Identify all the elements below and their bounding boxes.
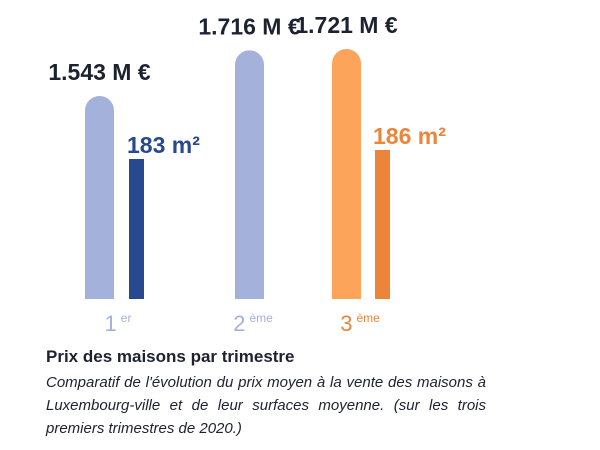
quarter-label-q3: 3 ème xyxy=(340,311,380,336)
area-bar-q3 xyxy=(375,150,390,299)
price-bar-q2 xyxy=(234,50,264,300)
area-label-q3: 186 m² xyxy=(373,123,446,149)
price-bar-q3 xyxy=(332,48,361,299)
chart-subtitle: Comparatif de l'évolution du prix moyen … xyxy=(46,374,486,437)
price-label-q1: 1.543 M € xyxy=(48,59,150,85)
chart-title: Prix des maisons par trimestre xyxy=(46,347,295,366)
quarter-label-q1: 1 er xyxy=(105,311,132,336)
area-bar-q1 xyxy=(129,159,144,299)
price-label-q3: 1.721 M € xyxy=(295,12,397,38)
area-label-q1: 183 m² xyxy=(127,132,200,158)
price-label-q2: 1.716 M € xyxy=(198,13,300,39)
price-bar-q1 xyxy=(85,96,114,299)
chart: 1.543 M € 1.716 M €1.721 M € 183 m² 186 m² 1… xyxy=(48,12,446,336)
chart-caption: Prix des maisons par trimestre Comparati… xyxy=(46,347,486,440)
quarter-label-q2: 2 ème xyxy=(233,311,273,336)
